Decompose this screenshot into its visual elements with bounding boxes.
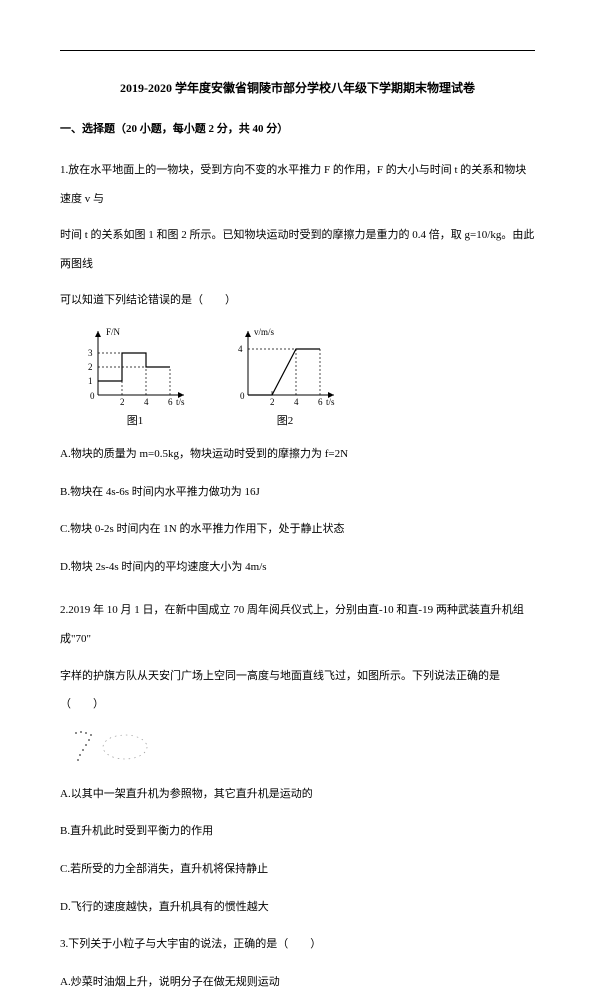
graph2-ylabel: v/m/s (254, 327, 275, 337)
svg-text:1: 1 (88, 376, 93, 386)
q2-stem-line1: 2.2019 年 10 月 1 日，在新中国成立 70 周年阅兵仪式上，分别由直… (60, 596, 535, 653)
q1-option-d: D.物块 2s-4s 时间内的平均速度大小为 4m/s (60, 559, 535, 577)
q2-option-a: A.以其中一架直升机为参照物，其它直升机是运动的 (60, 786, 535, 804)
graph1-svg: F/N t/s 0 1 2 3 2 4 6 (80, 325, 190, 410)
q2-stem-line2: 字样的护旗方队从天安门广场上空同一高度与地面直线飞过，如图所示。下列说法正确的是… (60, 662, 535, 719)
helicopter-formation-icon (70, 727, 170, 769)
q1-stem-line3: 可以知道下列结论错误的是（ ） (60, 286, 535, 315)
q3-stem: 3.下列关于小粒子与大宇宙的说法，正确的是（ ） (60, 936, 535, 954)
q1-option-b: B.物块在 4s-6s 时间内水平推力做功为 16J (60, 484, 535, 502)
q1-graph1: F/N t/s 0 1 2 3 2 4 6 图1 (80, 325, 190, 428)
svg-text:2: 2 (120, 397, 125, 407)
q2-option-c: C.若所受的力全部消失，直升机将保持静止 (60, 861, 535, 879)
graph1-ylabel: F/N (106, 327, 121, 337)
exam-title: 2019-2020 学年度安徽省铜陵市部分学校八年级下学期期末物理试卷 (60, 79, 535, 96)
q2-figure (70, 727, 535, 772)
graph2-xlabel: t/s (326, 397, 335, 407)
q1-graph2: v/m/s t/s 0 4 2 4 6 图2 (230, 325, 340, 428)
svg-text:4: 4 (238, 344, 243, 354)
svg-text:2: 2 (270, 397, 275, 407)
q1-option-c: C.物块 0-2s 时间内在 1N 的水平推力作用下，处于静止状态 (60, 521, 535, 539)
svg-text:6: 6 (318, 397, 323, 407)
q2-option-d: D.飞行的速度越快，直升机具有的惯性越大 (60, 899, 535, 917)
svg-text:6: 6 (168, 397, 173, 407)
q1-graphs: F/N t/s 0 1 2 3 2 4 6 图1 v/ (80, 325, 535, 428)
graph2-svg: v/m/s t/s 0 4 2 4 6 (230, 325, 340, 410)
q3-option-a: A.炒菜时油烟上升，说明分子在做无规则运动 (60, 974, 535, 991)
graph1-label: 图1 (127, 412, 144, 428)
graph1-xlabel: t/s (176, 397, 185, 407)
svg-text:4: 4 (144, 397, 149, 407)
q1-stem-line1: 1.放在水平地面上的一物块，受到方向不变的水平推力 F 的作用，F 的大小与时间… (60, 156, 535, 213)
q2-option-b: B.直升机此时受到平衡力的作用 (60, 823, 535, 841)
graph2-label: 图2 (277, 412, 294, 428)
svg-text:0: 0 (240, 391, 245, 401)
top-rule (60, 50, 535, 51)
section-header: 一、选择题（20 小题，每小题 2 分，共 40 分） (60, 120, 535, 136)
q1-option-a: A.物块的质量为 m=0.5kg，物块运动时受到的摩擦力为 f=2N (60, 446, 535, 464)
svg-text:4: 4 (294, 397, 299, 407)
svg-text:3: 3 (88, 348, 93, 358)
svg-text:0: 0 (90, 391, 95, 401)
svg-text:2: 2 (88, 362, 93, 372)
q1-stem-line2: 时间 t 的关系如图 1 和图 2 所示。已知物块运动时受到的摩擦力是重力的 0… (60, 221, 535, 278)
